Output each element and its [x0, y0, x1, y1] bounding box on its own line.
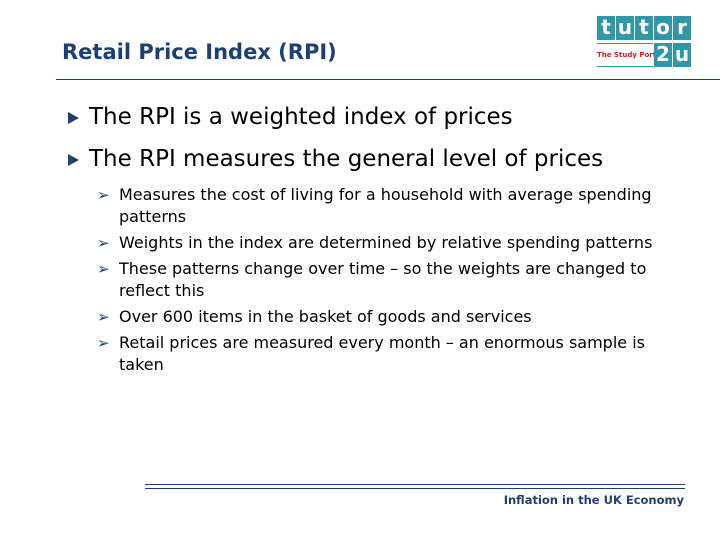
arrow-bullet-icon: ➢ [97, 186, 110, 204]
logo-tagline: The Study Portal [597, 43, 663, 67]
logo-letter: r [673, 16, 691, 40]
sub-bullet-text: Over 600 items in the basket of goods an… [119, 307, 532, 326]
arrow-bullet-icon: ➢ [97, 234, 110, 252]
sub-bullet-text: Measures the cost of living for a househ… [119, 185, 652, 226]
bullet-item: The RPI measures the general level of pr… [62, 142, 682, 176]
footer-divider [145, 484, 685, 489]
triangle-bullet-icon [68, 112, 79, 124]
title-divider [56, 79, 720, 80]
sub-bullet-item: ➢ Over 600 items in the basket of goods … [97, 306, 682, 328]
arrow-bullet-icon: ➢ [97, 334, 110, 352]
arrow-bullet-icon: ➢ [97, 308, 110, 326]
logo-letter: t [597, 16, 615, 40]
sub-bullet-item: ➢ Retail prices are measured every month… [97, 332, 682, 376]
bullet-text: The RPI is a weighted index of prices [89, 104, 513, 130]
logo-letter: 2 [654, 43, 672, 67]
slide-title: Retail Price Index (RPI) [62, 40, 337, 64]
tutor2u-logo: t u t o r The Study Portal 2 u [597, 16, 691, 68]
sub-bullet-item: ➢ Weights in the index are determined by… [97, 232, 682, 254]
sub-bullet-item: ➢ Measures the cost of living for a hous… [97, 184, 682, 228]
logo-letter: t [635, 16, 653, 40]
bullet-text: The RPI measures the general level of pr… [89, 146, 604, 172]
sub-bullet-text: Weights in the index are determined by r… [119, 233, 653, 252]
bullet-item: The RPI is a weighted index of prices [62, 100, 682, 134]
sub-bullet-item: ➢ These patterns change over time – so t… [97, 258, 682, 302]
logo-letter: u [616, 15, 634, 40]
slide-footer: Inflation in the UK Economy [503, 493, 684, 507]
arrow-bullet-icon: ➢ [97, 260, 110, 278]
logo-letter: u [673, 42, 691, 67]
triangle-bullet-icon [68, 154, 79, 166]
bullet-list: The RPI is a weighted index of prices Th… [62, 100, 682, 380]
logo-letter: o [654, 16, 672, 40]
sub-bullet-text: Retail prices are measured every month –… [119, 333, 645, 374]
sub-bullet-text: These patterns change over time – so the… [119, 259, 647, 300]
